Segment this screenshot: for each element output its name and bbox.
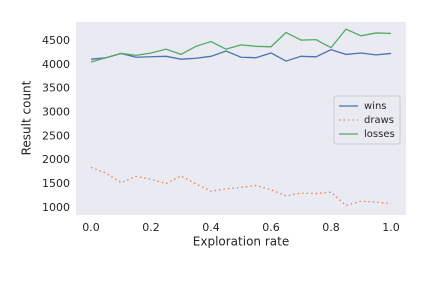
y-tick-label: 4000 xyxy=(42,58,70,71)
x-tick-label: 0.6 xyxy=(262,221,280,234)
x-tick-label: 0.8 xyxy=(322,221,340,234)
y-tick-label: 2500 xyxy=(42,129,70,142)
y-tick-label: 2000 xyxy=(42,153,70,166)
series-line xyxy=(90,48,392,62)
legend-label: draws xyxy=(364,115,394,126)
y-axis-label: Result count xyxy=(20,80,34,155)
y-tick-label: 3500 xyxy=(42,82,70,95)
y-tick-label: 1000 xyxy=(42,201,70,214)
legend-label: losses xyxy=(364,129,395,140)
series-line xyxy=(90,166,392,207)
x-tick-label: 1.0 xyxy=(382,221,400,234)
y-tick-label: 1500 xyxy=(42,177,70,190)
x-tick-label: 0.0 xyxy=(82,221,100,234)
x-tick-label: 0.4 xyxy=(202,221,220,234)
legend-label: wins xyxy=(364,101,387,112)
x-axis-label: Exploration rate xyxy=(193,235,289,249)
y-tick-label: 4500 xyxy=(42,34,70,47)
legend-box xyxy=(333,95,401,145)
x-tick-label: 0.2 xyxy=(142,221,160,234)
series-line xyxy=(90,28,392,63)
y-tick-label: 3000 xyxy=(42,106,70,119)
